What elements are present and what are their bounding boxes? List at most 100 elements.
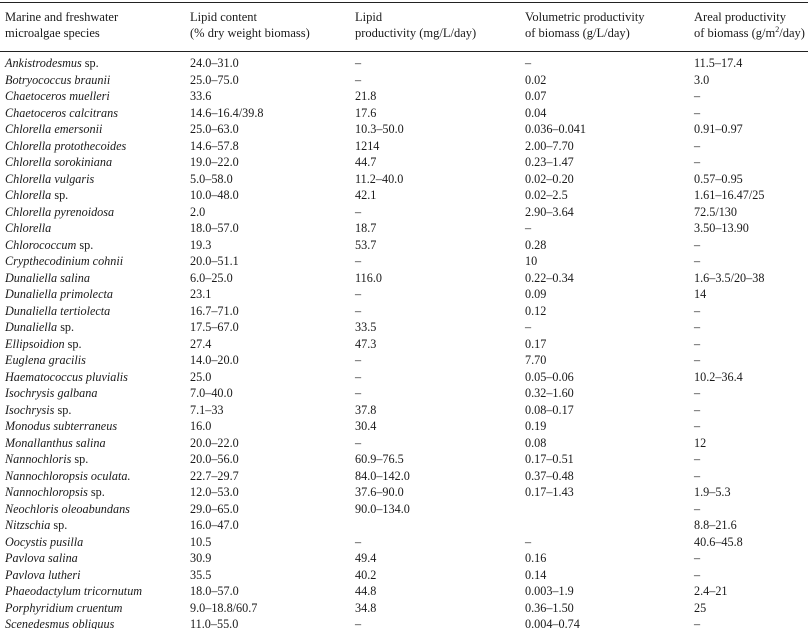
volumetric-productivity-cell: 0.19 [525,419,547,433]
lipid-productivity-cell: 1214 [355,138,380,153]
lipid-content-cell: 17.5–67.0 [190,320,239,334]
header-volumetric-productivity: Volumetric productivity of biomass (g/L/… [525,10,645,40]
areal-productivity-cell: 1.6–3.5/20–38 [694,270,765,285]
lipid-content-cell: 25.0–75.0 [190,72,239,87]
table-row: Oocystis pusilla 10.5 – – 40.6–45.8 [0,534,808,551]
lipid-content-cell: 16.7–71.0 [190,303,239,318]
areal-productivity-cell: 14 [694,287,707,301]
table-row: Monallanthus salina 20.0–22.0 – 0.08 12 [0,435,808,452]
volumetric-productivity-cell: 0.036–0.041 [525,122,586,136]
table-row: Phaeodactylum tricornutum 18.0–57.0 44.8 0.… [0,583,808,600]
table-row: Nannochloris sp. 20.0–56.0 60.9–76.5 0.17–0… [0,451,808,468]
areal-productivity-cell: – [694,617,701,629]
lipid-productivity-cell: 53.7 [355,237,377,252]
species-cell: Neochloris oleoabundans [5,501,130,516]
table-row: Monodus subterraneus 16.0 30.4 0.19 – [0,418,808,435]
lipid-productivity-cell: – [355,287,362,301]
lipid-content-cell: 19.3 [190,237,212,252]
volumetric-productivity-cell: – [525,534,532,549]
species-cell: Isochrysis galbana [5,386,98,400]
areal-productivity-cell: – [694,89,701,103]
volumetric-productivity-cell: 10 [525,254,538,268]
lipid-productivity-cell: 44.7 [355,155,377,169]
table-row: Porphyridium cruentum 9.0–18.8/60.7 34.8 0.… [0,600,808,617]
lipid-content-cell: 29.0–65.0 [190,501,239,516]
species-cell: Isochrysis sp. [5,402,72,417]
lipid-productivity-cell: 18.7 [355,221,377,235]
table-row: Botryococcus braunii 25.0–75.0 – 0.02 3.0 [0,72,808,89]
table-row: Pavlova salina 30.9 49.4 0.16 – [0,550,808,567]
lipid-content-cell: 18.0–57.0 [190,584,239,598]
lipid-content-cell: 19.0–22.0 [190,155,239,169]
table-row: Chlorella pyrenoidosa 2.0 – 2.90–3.64 72.5/1… [0,204,808,221]
volumetric-productivity-cell: 0.09 [525,287,547,301]
lipid-content-cell: 33.6 [190,89,212,103]
table-row: Chlorella 18.0–57.0 18.7 – 3.50–13.90 [0,220,808,237]
lipid-content-cell: 14.6–57.8 [190,138,239,153]
table-row: Nitzschia sp. 16.0–47.0 8.8–21.6 [0,517,808,534]
header-areal-productivity: Areal productivity of biomass (g/m2/day) [694,10,805,40]
lipid-content-cell: 7.1–33 [190,402,224,417]
areal-productivity-cell: – [694,402,701,417]
table-row: Nannochloropsis sp. 12.0–53.0 37.6–90.0 0.1… [0,484,808,501]
table-row: Dunaliella salina 6.0–25.0 116.0 0.22–0.34 1… [0,270,808,287]
volumetric-productivity-cell: 0.37–0.48 [525,468,574,483]
areal-productivity-cell: – [694,452,701,466]
species-cell: Dunaliella sp. [5,320,75,334]
volumetric-productivity-cell: 7.70 [525,353,547,367]
lipid-content-cell: 22.7–29.7 [190,468,239,483]
lipid-productivity-cell: – [355,386,362,400]
species-cell: Nannochloris sp. [5,452,89,466]
volumetric-productivity-cell: 0.17 [525,336,547,351]
lipid-productivity-cell: 10.3–50.0 [355,122,404,136]
lipid-content-cell: 7.0–40.0 [190,386,233,400]
lipid-productivity-cell: 44.8 [355,584,377,598]
lipid-content-cell: 11.0–55.0 [190,617,239,629]
areal-productivity-cell: – [694,320,701,334]
volumetric-productivity-cell: 0.12 [525,303,547,318]
areal-productivity-cell: 8.8–21.6 [694,518,737,532]
species-cell: Euglena gracilis [5,353,86,367]
header-lipid-content: Lipid content (% dry weight biomass) [190,10,310,40]
lipid-content-cell: 18.0–57.0 [190,221,239,235]
species-cell: Haematococcus pluvialis [5,369,128,384]
areal-productivity-cell: – [694,138,701,153]
lipid-content-cell: 10.0–48.0 [190,188,239,202]
lipid-productivity-cell: 33.5 [355,320,377,334]
lipid-productivity-cell: 84.0–142.0 [355,468,410,483]
volumetric-productivity-cell: 0.02–2.5 [525,188,568,202]
areal-productivity-cell: – [694,567,701,582]
lipid-productivity-cell: 37.6–90.0 [355,485,404,499]
species-cell: Phaeodactylum tricornutum [5,584,143,598]
lipid-content-cell: 20.0–56.0 [190,452,239,466]
areal-productivity-cell: 11.5–17.4 [694,56,743,70]
species-cell: Dunaliella tertiolecta [5,303,111,318]
volumetric-productivity-cell: 0.04 [525,105,547,120]
volumetric-productivity-cell: 2.90–3.64 [525,204,574,219]
areal-productivity-cell: – [694,353,701,367]
species-cell: Crypthecodinium cohnii [5,254,124,268]
table-body: Ankistrodesmus sp. 24.0–31.0 – – 11.5–17.4 Bo… [0,55,808,629]
volumetric-productivity-cell: 0.22–0.34 [525,270,574,285]
species-cell: Oocystis pusilla [5,534,84,549]
table-header: Marine and freshwater microalgae species… [0,5,808,51]
volumetric-productivity-cell: 2.00–7.70 [525,138,574,153]
species-cell: Chlorococcum sp. [5,237,94,252]
lipid-productivity-cell: 17.6 [355,105,377,120]
header-species: Marine and freshwater microalgae species [5,10,119,40]
lipid-productivity-cell: 47.3 [355,336,377,351]
lipid-productivity-cell: – [355,204,362,219]
areal-productivity-cell: 12 [694,435,707,450]
lipid-productivity-cell: – [355,56,362,70]
table-row: Chlorella emersonii 25.0–63.0 10.3–50.0 0.0… [0,121,808,138]
species-cell: Chlorella sorokiniana [5,155,113,169]
table-row: Dunaliella sp. 17.5–67.0 33.5 – – [0,319,808,336]
species-cell: Chlorella [5,221,52,235]
lipid-productivity-cell: 90.0–134.0 [355,501,410,516]
areal-productivity-cell: – [694,105,701,120]
areal-productivity-cell: – [694,386,701,400]
areal-productivity-cell: 3.0 [694,72,710,87]
areal-productivity-cell: 1.61–16.47/25 [694,188,765,202]
volumetric-productivity-cell: 0.02 [525,72,547,87]
species-cell: Ankistrodesmus sp. [5,56,99,70]
